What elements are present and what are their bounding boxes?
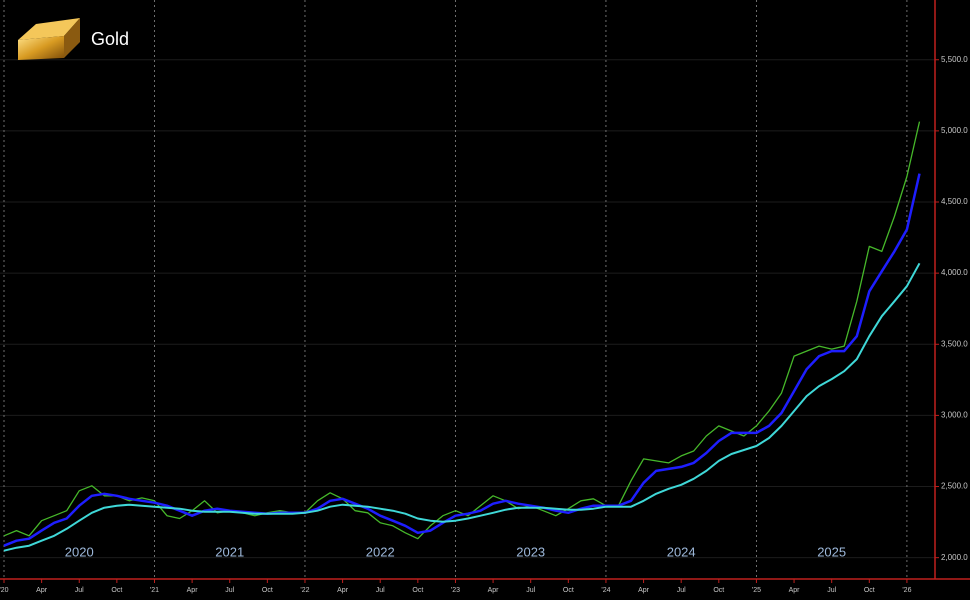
- y-tick-label: 4,500.0: [941, 197, 968, 206]
- y-tick-label: 3,500.0: [941, 339, 968, 348]
- x-tick-label: Oct: [412, 587, 423, 594]
- x-tick-label: Oct: [563, 587, 574, 594]
- x-tick-label: '26: [902, 587, 911, 594]
- x-tick-label: Apr: [488, 587, 500, 594]
- x-tick-label: Oct: [713, 587, 724, 594]
- x-tick-label: Oct: [864, 587, 875, 594]
- chart-title: Gold: [91, 29, 129, 49]
- x-tick-label: Jul: [827, 587, 836, 594]
- y-tick-label: 5,000.0: [941, 126, 968, 135]
- year-label: 2023: [516, 544, 545, 559]
- gold-icon: [18, 18, 80, 60]
- plot: [3, 121, 921, 552]
- y-tick-label: 4,000.0: [941, 268, 968, 277]
- year-label: 2021: [215, 544, 244, 559]
- year-label: 2020: [65, 544, 94, 559]
- year-label: 2024: [667, 544, 696, 559]
- x-tick-label: Jul: [376, 587, 385, 594]
- y-tick-label: 5,500.0: [941, 55, 968, 64]
- year-label: 2025: [817, 544, 846, 559]
- grid: [0, 0, 939, 583]
- x-tick-label: Apr: [638, 587, 650, 594]
- year-label: 2022: [366, 544, 395, 559]
- x-tick-label: Jul: [75, 587, 84, 594]
- y-tick-label: 2,500.0: [941, 482, 968, 491]
- x-tick-label: Oct: [262, 587, 273, 594]
- series-line: [3, 262, 921, 552]
- x-tick-label: Apr: [789, 587, 801, 594]
- x-tick-label: Oct: [111, 587, 122, 594]
- x-tick-label: Apr: [337, 587, 349, 594]
- x-tick-label: Jul: [526, 587, 535, 594]
- series-line: [3, 121, 921, 540]
- x-tick-label: '23: [451, 587, 460, 594]
- y-tick-label: 2,000.0: [941, 553, 968, 562]
- x-tick-label: '22: [300, 587, 309, 594]
- y-tick-label: 3,000.0: [941, 411, 968, 420]
- x-tick-label: '25: [752, 587, 761, 594]
- x-tick-label: '24: [601, 587, 610, 594]
- x-tick-label: Jul: [225, 587, 234, 594]
- x-tick-label: Jul: [677, 587, 686, 594]
- x-tick-label: '21: [150, 587, 159, 594]
- series-line: [3, 173, 921, 547]
- x-tick-label: '20: [0, 587, 9, 594]
- x-tick-label: Apr: [187, 587, 199, 594]
- x-tick-label: Apr: [36, 587, 48, 594]
